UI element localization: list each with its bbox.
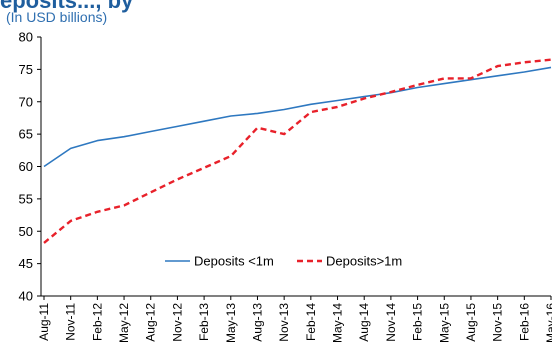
x-tick-label: May-12 xyxy=(117,303,131,343)
x-tick-label: Nov-13 xyxy=(277,303,291,342)
x-tick-label: Aug-15 xyxy=(464,303,478,342)
series-line-0 xyxy=(43,66,552,168)
series-line-1 xyxy=(43,58,552,244)
x-tick-label: Aug-12 xyxy=(144,303,158,342)
chart-unit-subtitle: (In USD billions) xyxy=(6,9,108,25)
y-tick-label: 60 xyxy=(19,159,33,174)
x-tick-label: Feb-13 xyxy=(197,303,211,341)
x-tick-label: Feb-16 xyxy=(517,303,531,341)
x-tick-label: Nov-11 xyxy=(64,303,78,341)
x-tick-label: Feb-12 xyxy=(90,303,104,341)
y-tick-label: 45 xyxy=(19,256,33,271)
x-tick-label: May-14 xyxy=(331,303,345,343)
x-tick-label: Aug-11 xyxy=(37,303,51,341)
x-tick-label: May-16 xyxy=(544,303,552,343)
legend-label-0: Deposits <1m xyxy=(194,254,274,269)
legend-label-1: Deposits>1m xyxy=(326,254,402,269)
x-tick-label: Feb-15 xyxy=(411,303,425,341)
x-tick-label: May-15 xyxy=(437,303,451,343)
x-tick-label: Nov-14 xyxy=(384,303,398,342)
x-tick-label: Nov-12 xyxy=(170,303,184,342)
series-lines xyxy=(43,58,552,244)
y-tick-label: 50 xyxy=(19,224,33,239)
y-tick-label: 65 xyxy=(19,127,33,142)
x-tick-label: Aug-13 xyxy=(250,303,264,342)
y-tick-label: 80 xyxy=(19,30,33,45)
y-tick-label: 75 xyxy=(19,62,33,77)
x-tick-label: May-13 xyxy=(224,303,238,343)
y-tick-label: 70 xyxy=(19,94,33,109)
x-tick-label: Aug-14 xyxy=(357,303,371,342)
x-tick-label: Feb-14 xyxy=(304,303,318,341)
y-tick-label: 40 xyxy=(19,289,33,304)
y-tick-label: 55 xyxy=(19,191,33,206)
x-tick-label: Nov-15 xyxy=(491,303,505,342)
axes: 40 45 50 55 60 65 70 75 80 Aug-11 Nov-11 Feb-12 May-… xyxy=(19,30,552,344)
legend: Deposits <1m Deposits>1m xyxy=(165,254,402,269)
chart-title-fragment: eposits..., by xyxy=(0,0,134,13)
